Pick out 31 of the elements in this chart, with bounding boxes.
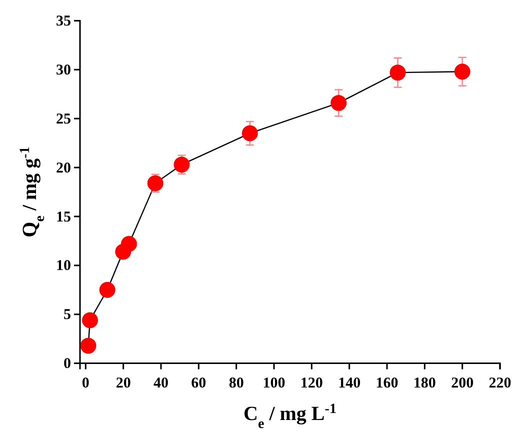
point xyxy=(99,282,116,298)
x-tick-label: 220 xyxy=(488,375,512,392)
point xyxy=(242,125,258,142)
x-axis-title: C$_{e}$ / mg L$^{-1}$ xyxy=(244,402,336,432)
x-tick-label: 0 xyxy=(82,375,90,392)
point xyxy=(174,156,190,173)
point xyxy=(147,175,164,192)
y-tick-label: 25 xyxy=(56,111,71,128)
point xyxy=(390,64,406,81)
x-tick-label: 80 xyxy=(228,375,244,392)
x-tick-label: 140 xyxy=(338,375,361,392)
y-tick-label: 20 xyxy=(56,160,71,176)
y-tick-label: 0 xyxy=(64,356,71,372)
x-tick-label: 180 xyxy=(413,375,436,392)
y-tick-label: 10 xyxy=(56,258,71,274)
x-tick-label: 160 xyxy=(376,375,398,392)
x-tick-label: 200 xyxy=(451,375,474,392)
x-tick-label: 20 xyxy=(116,375,131,392)
y-tick-label: 5 xyxy=(64,307,71,324)
x-tick-label: 40 xyxy=(153,375,168,392)
y-tick-label: 35 xyxy=(56,14,71,30)
y-tick-label: 15 xyxy=(56,209,71,226)
point xyxy=(120,236,137,252)
y-tick-label: 30 xyxy=(56,62,71,78)
x-tick-label: 100 xyxy=(262,375,286,392)
point xyxy=(330,94,347,111)
x-tick-label: 60 xyxy=(191,375,206,392)
point xyxy=(454,64,470,80)
point xyxy=(82,312,98,328)
point xyxy=(80,338,96,354)
x-tick-label: 120 xyxy=(300,375,323,392)
